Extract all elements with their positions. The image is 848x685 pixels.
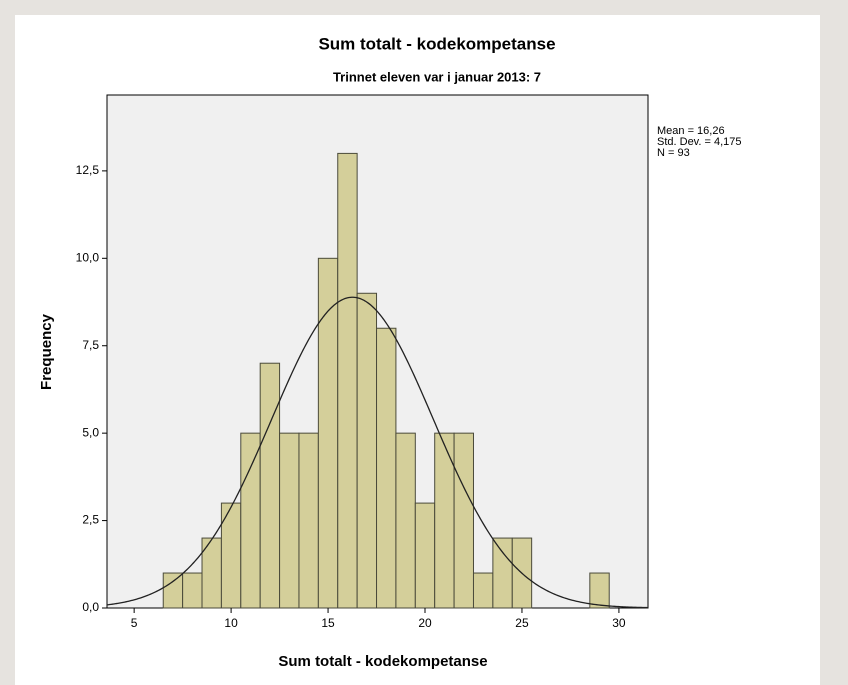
- normal-curve: [106, 296, 649, 609]
- x-tick-label: 10: [224, 616, 238, 630]
- x-tick-label: 15: [321, 616, 335, 630]
- chart-subtitle: Trinnet eleven var i januar 2013: 7: [333, 69, 541, 84]
- bar: [337, 152, 358, 609]
- bar: [298, 432, 319, 609]
- bar: [376, 327, 397, 609]
- bar: [182, 572, 203, 609]
- bar: [162, 572, 184, 609]
- x-tick-label: 25: [515, 616, 529, 630]
- y-tick-label: 10,0: [76, 250, 100, 264]
- y-tick-label: 0,0: [82, 600, 99, 614]
- y-axis-label: Frequency: [38, 313, 55, 390]
- stat-label: Mean = 16,26: [657, 125, 725, 137]
- bar: [356, 292, 378, 609]
- chart-title: Sum totalt - kodekompetanse: [318, 34, 555, 53]
- x-axis-label: Sum totalt - kodekompetanse: [278, 653, 487, 670]
- stat-label: Std. Dev. = 4,175: [657, 136, 742, 148]
- bar: [259, 362, 281, 609]
- bar: [589, 572, 610, 609]
- x-tick-label: 20: [418, 616, 432, 630]
- bar: [414, 502, 436, 609]
- x-tick-label: 5: [131, 616, 138, 630]
- y-tick-label: 5,0: [82, 425, 99, 439]
- bar: [472, 572, 494, 609]
- bar: [240, 432, 261, 609]
- bar: [492, 537, 513, 609]
- y-tick-label: 7,5: [82, 338, 99, 352]
- bar: [279, 432, 300, 609]
- x-tick-label: 30: [612, 616, 626, 630]
- bar: [395, 432, 416, 609]
- bar: [453, 432, 474, 609]
- y-tick-label: 2,5: [82, 513, 99, 527]
- y-tick-label: 12,5: [76, 163, 100, 177]
- stat-label: N = 93: [657, 147, 690, 159]
